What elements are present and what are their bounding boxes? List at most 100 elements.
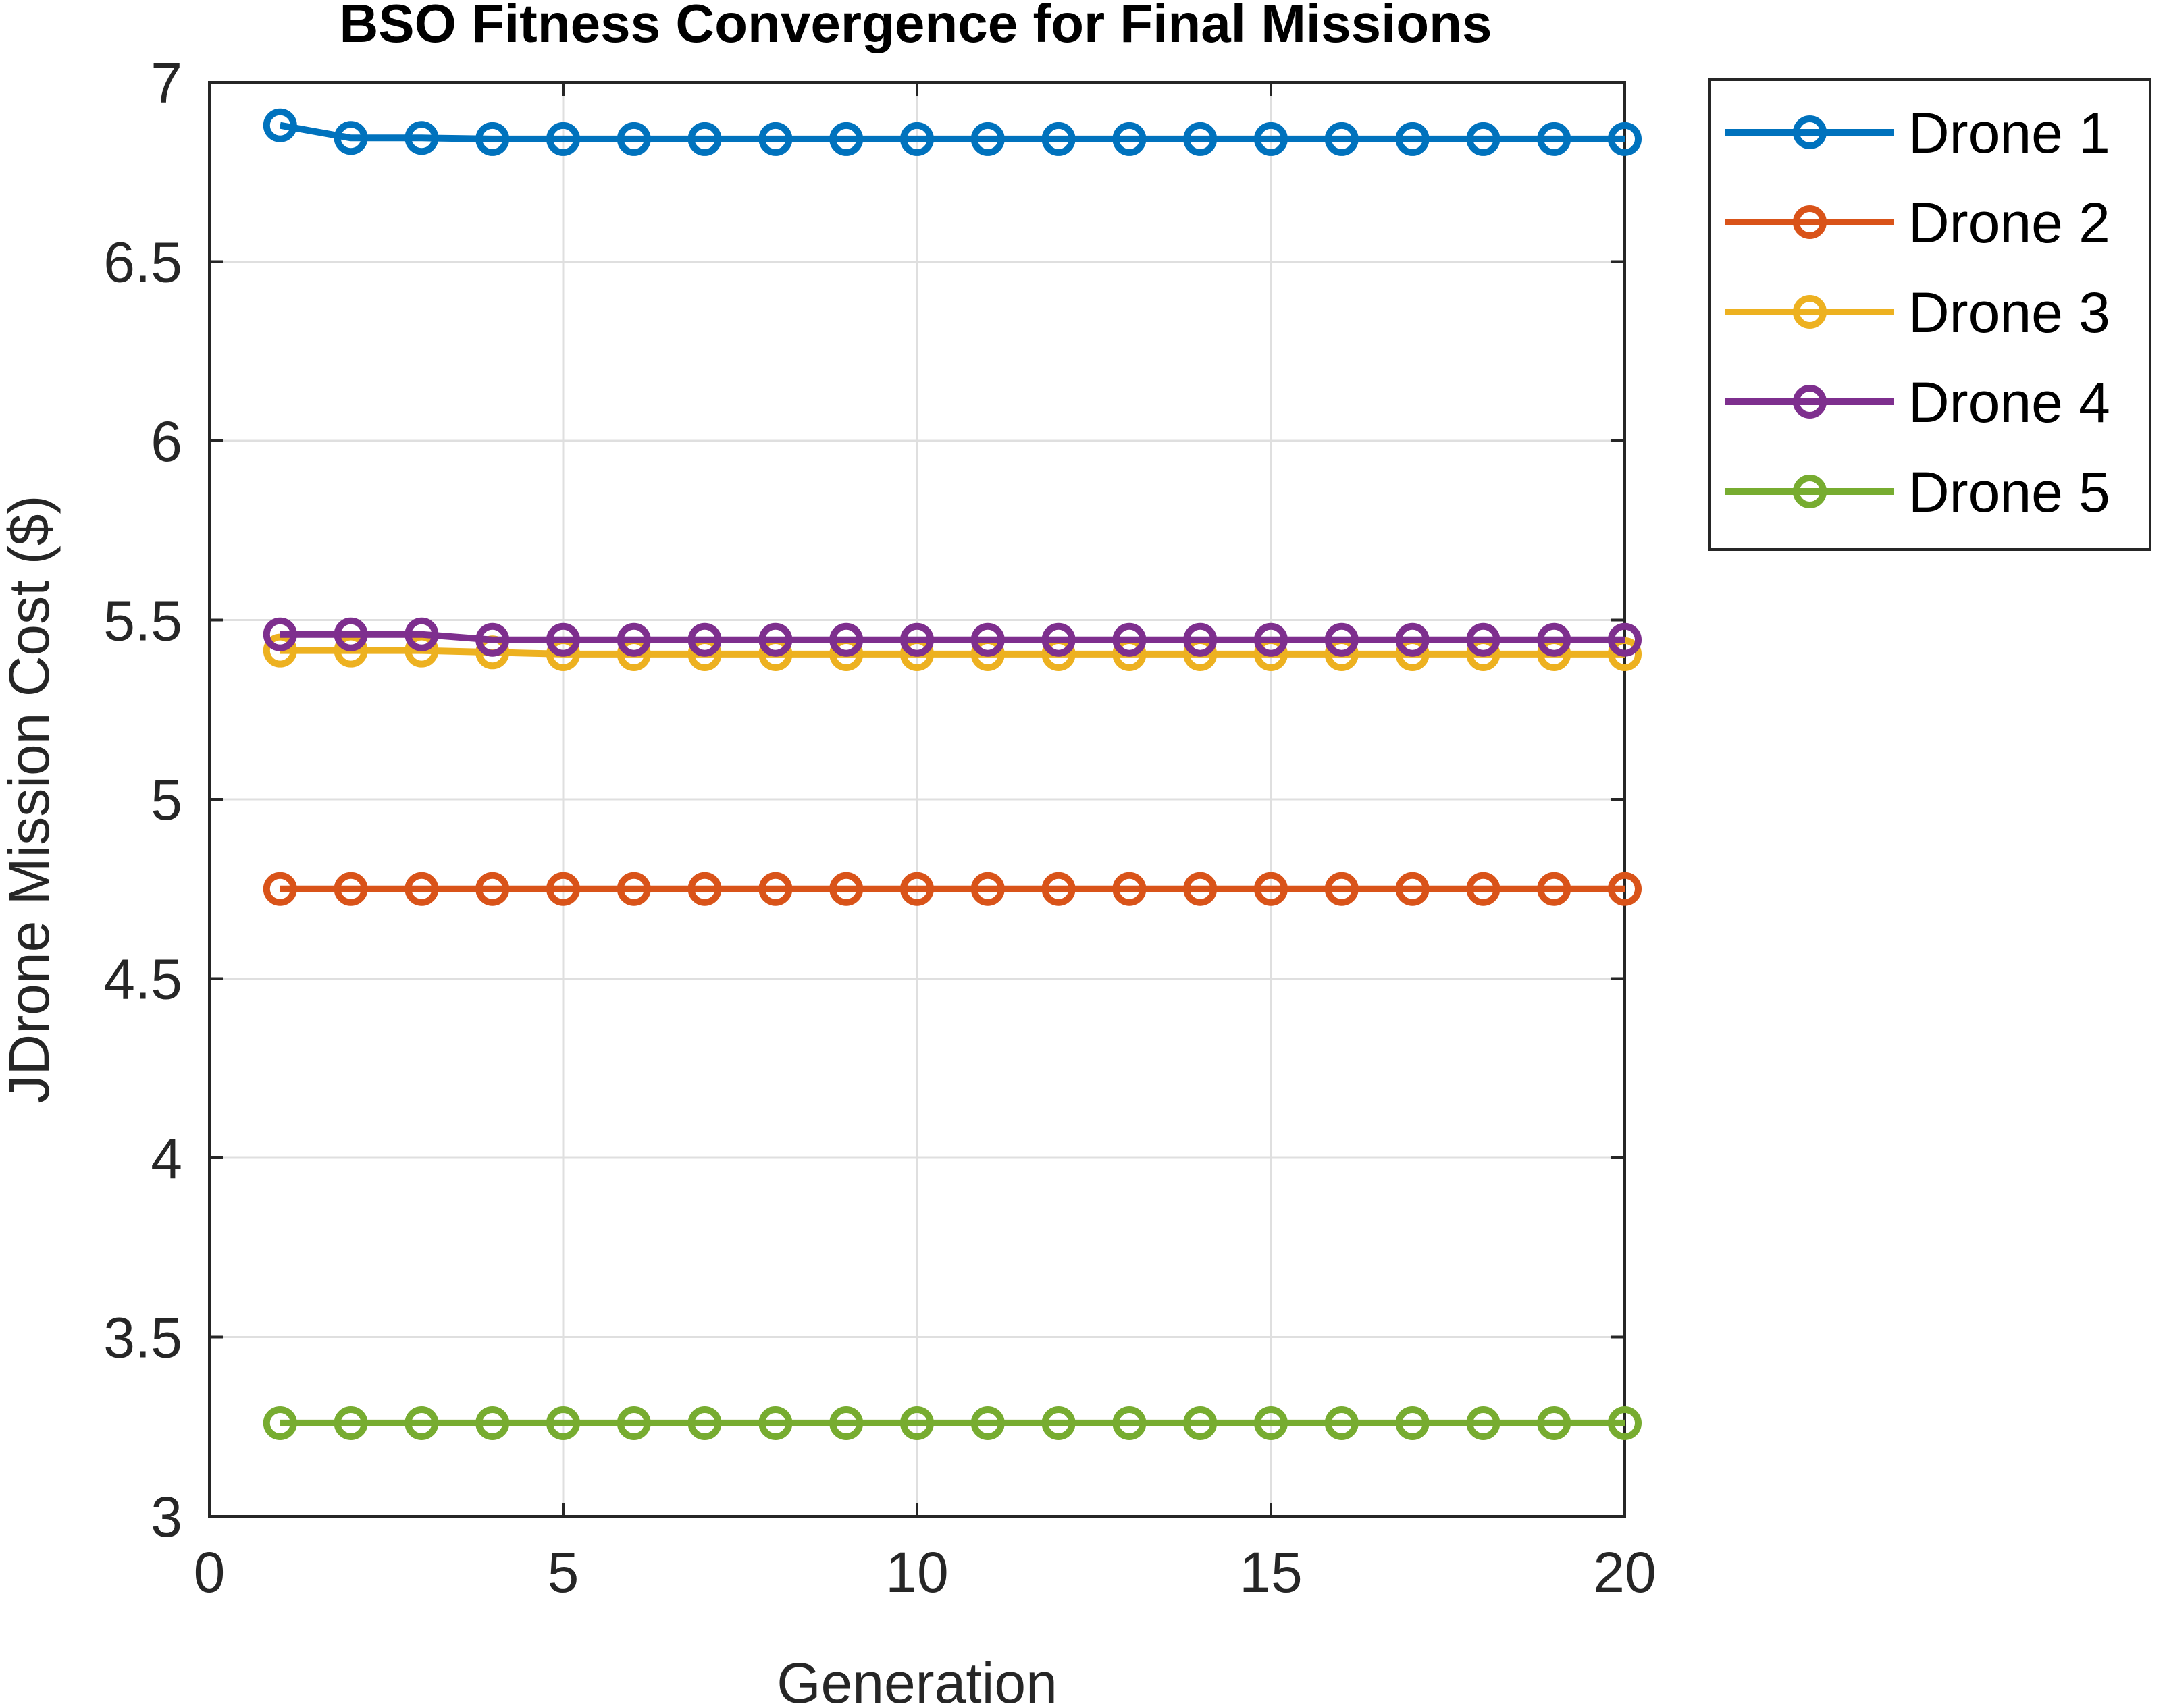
data-point (1466, 122, 1500, 156)
data-point (404, 121, 439, 155)
data-point (1112, 622, 1147, 657)
data-point (617, 1406, 651, 1440)
legend-label: Drone 5 (1908, 460, 2110, 524)
data-point (687, 1406, 722, 1440)
data-point (475, 122, 510, 156)
data-point (758, 872, 793, 906)
data-point (1254, 872, 1288, 906)
data-point (1041, 1406, 1076, 1440)
data-point (970, 872, 1005, 906)
y-tick-label: 6 (151, 410, 182, 473)
data-point (687, 122, 722, 156)
data-point (475, 622, 510, 657)
legend: Drone 1 Drone 2 Drone 3 Drone 4 Drone 5 (1708, 78, 2151, 551)
data-point (263, 108, 297, 142)
data-point (829, 622, 864, 657)
y-tick-label: 3.5 (103, 1306, 182, 1370)
data-point (687, 622, 722, 657)
data-point (334, 872, 368, 906)
data-point (900, 622, 934, 657)
data-point (829, 872, 864, 906)
y-axis-label: JDrone Mission Cost ($) (0, 496, 61, 1104)
legend-item-drone-2: Drone 2 (1725, 191, 2110, 255)
data-point (1608, 872, 1642, 906)
data-point (1324, 622, 1359, 657)
data-point (546, 872, 580, 906)
data-point (1254, 1406, 1288, 1440)
data-point (1395, 1406, 1430, 1440)
data-point (404, 617, 439, 651)
legend-marker (1793, 475, 1827, 508)
data-point (829, 122, 864, 156)
legend-label: Drone 2 (1908, 191, 2110, 255)
data-point (1324, 1406, 1359, 1440)
data-point (970, 622, 1005, 657)
legend-item-drone-4: Drone 4 (1725, 371, 2110, 434)
data-point (1183, 1406, 1218, 1440)
data-point (1112, 1406, 1147, 1440)
data-point (1395, 622, 1430, 657)
data-point (1112, 872, 1147, 906)
data-point (758, 122, 793, 156)
data-point (334, 617, 368, 651)
data-point (970, 122, 1005, 156)
y-tick-label: 4 (151, 1127, 182, 1190)
data-point (1041, 872, 1076, 906)
y-tick-label: 5.5 (103, 589, 182, 653)
data-point (758, 1406, 793, 1440)
y-tick-label: 5 (151, 768, 182, 832)
legend-item-drone-5: Drone 5 (1725, 460, 2110, 524)
legend-item-drone-3: Drone 3 (1725, 281, 2110, 344)
data-point (475, 872, 510, 906)
series-layer (263, 108, 1642, 1440)
x-axis-label: Generation (777, 1651, 1058, 1708)
data-point (1395, 122, 1430, 156)
data-point (1041, 122, 1076, 156)
legend-marker (1793, 385, 1827, 419)
data-point (334, 121, 368, 155)
data-point (970, 1406, 1005, 1440)
data-point (617, 622, 651, 657)
series-drone-1 (263, 108, 1642, 156)
data-point (1537, 1406, 1571, 1440)
data-point (1608, 1406, 1642, 1440)
data-point (1537, 122, 1571, 156)
y-tick-label: 3 (151, 1485, 182, 1549)
data-point (1254, 122, 1288, 156)
data-point (404, 1406, 439, 1440)
legend-label: Drone 3 (1908, 281, 2110, 344)
data-point (546, 1406, 580, 1440)
data-point (617, 122, 651, 156)
legend-marker (1793, 295, 1827, 329)
data-point (900, 1406, 934, 1440)
data-point (1183, 872, 1218, 906)
data-point (1608, 622, 1642, 657)
series-drone-5 (263, 1406, 1642, 1440)
data-point (1395, 872, 1430, 906)
data-point (546, 122, 580, 156)
data-point (1324, 872, 1359, 906)
data-point (900, 122, 934, 156)
data-point (829, 1406, 864, 1440)
data-point (758, 622, 793, 657)
data-point (1183, 622, 1218, 657)
legend-marker (1793, 115, 1827, 149)
legend-item-drone-1: Drone 1 (1725, 101, 2110, 165)
data-point (900, 872, 934, 906)
x-tick-label: 15 (1239, 1541, 1302, 1604)
data-point (1537, 872, 1571, 906)
data-point (617, 872, 651, 906)
series-drone-2 (263, 872, 1642, 906)
data-point (1183, 122, 1218, 156)
x-tick-label: 0 (194, 1541, 226, 1604)
data-point (687, 872, 722, 906)
x-tick-label: 20 (1593, 1541, 1656, 1604)
x-tick-label: 10 (885, 1541, 948, 1604)
y-tick-label: 7 (151, 51, 182, 115)
data-point (404, 872, 439, 906)
data-point (1466, 1406, 1500, 1440)
data-point (263, 872, 297, 906)
legend-label: Drone 1 (1908, 101, 2110, 165)
grid-lines (208, 81, 1626, 1518)
